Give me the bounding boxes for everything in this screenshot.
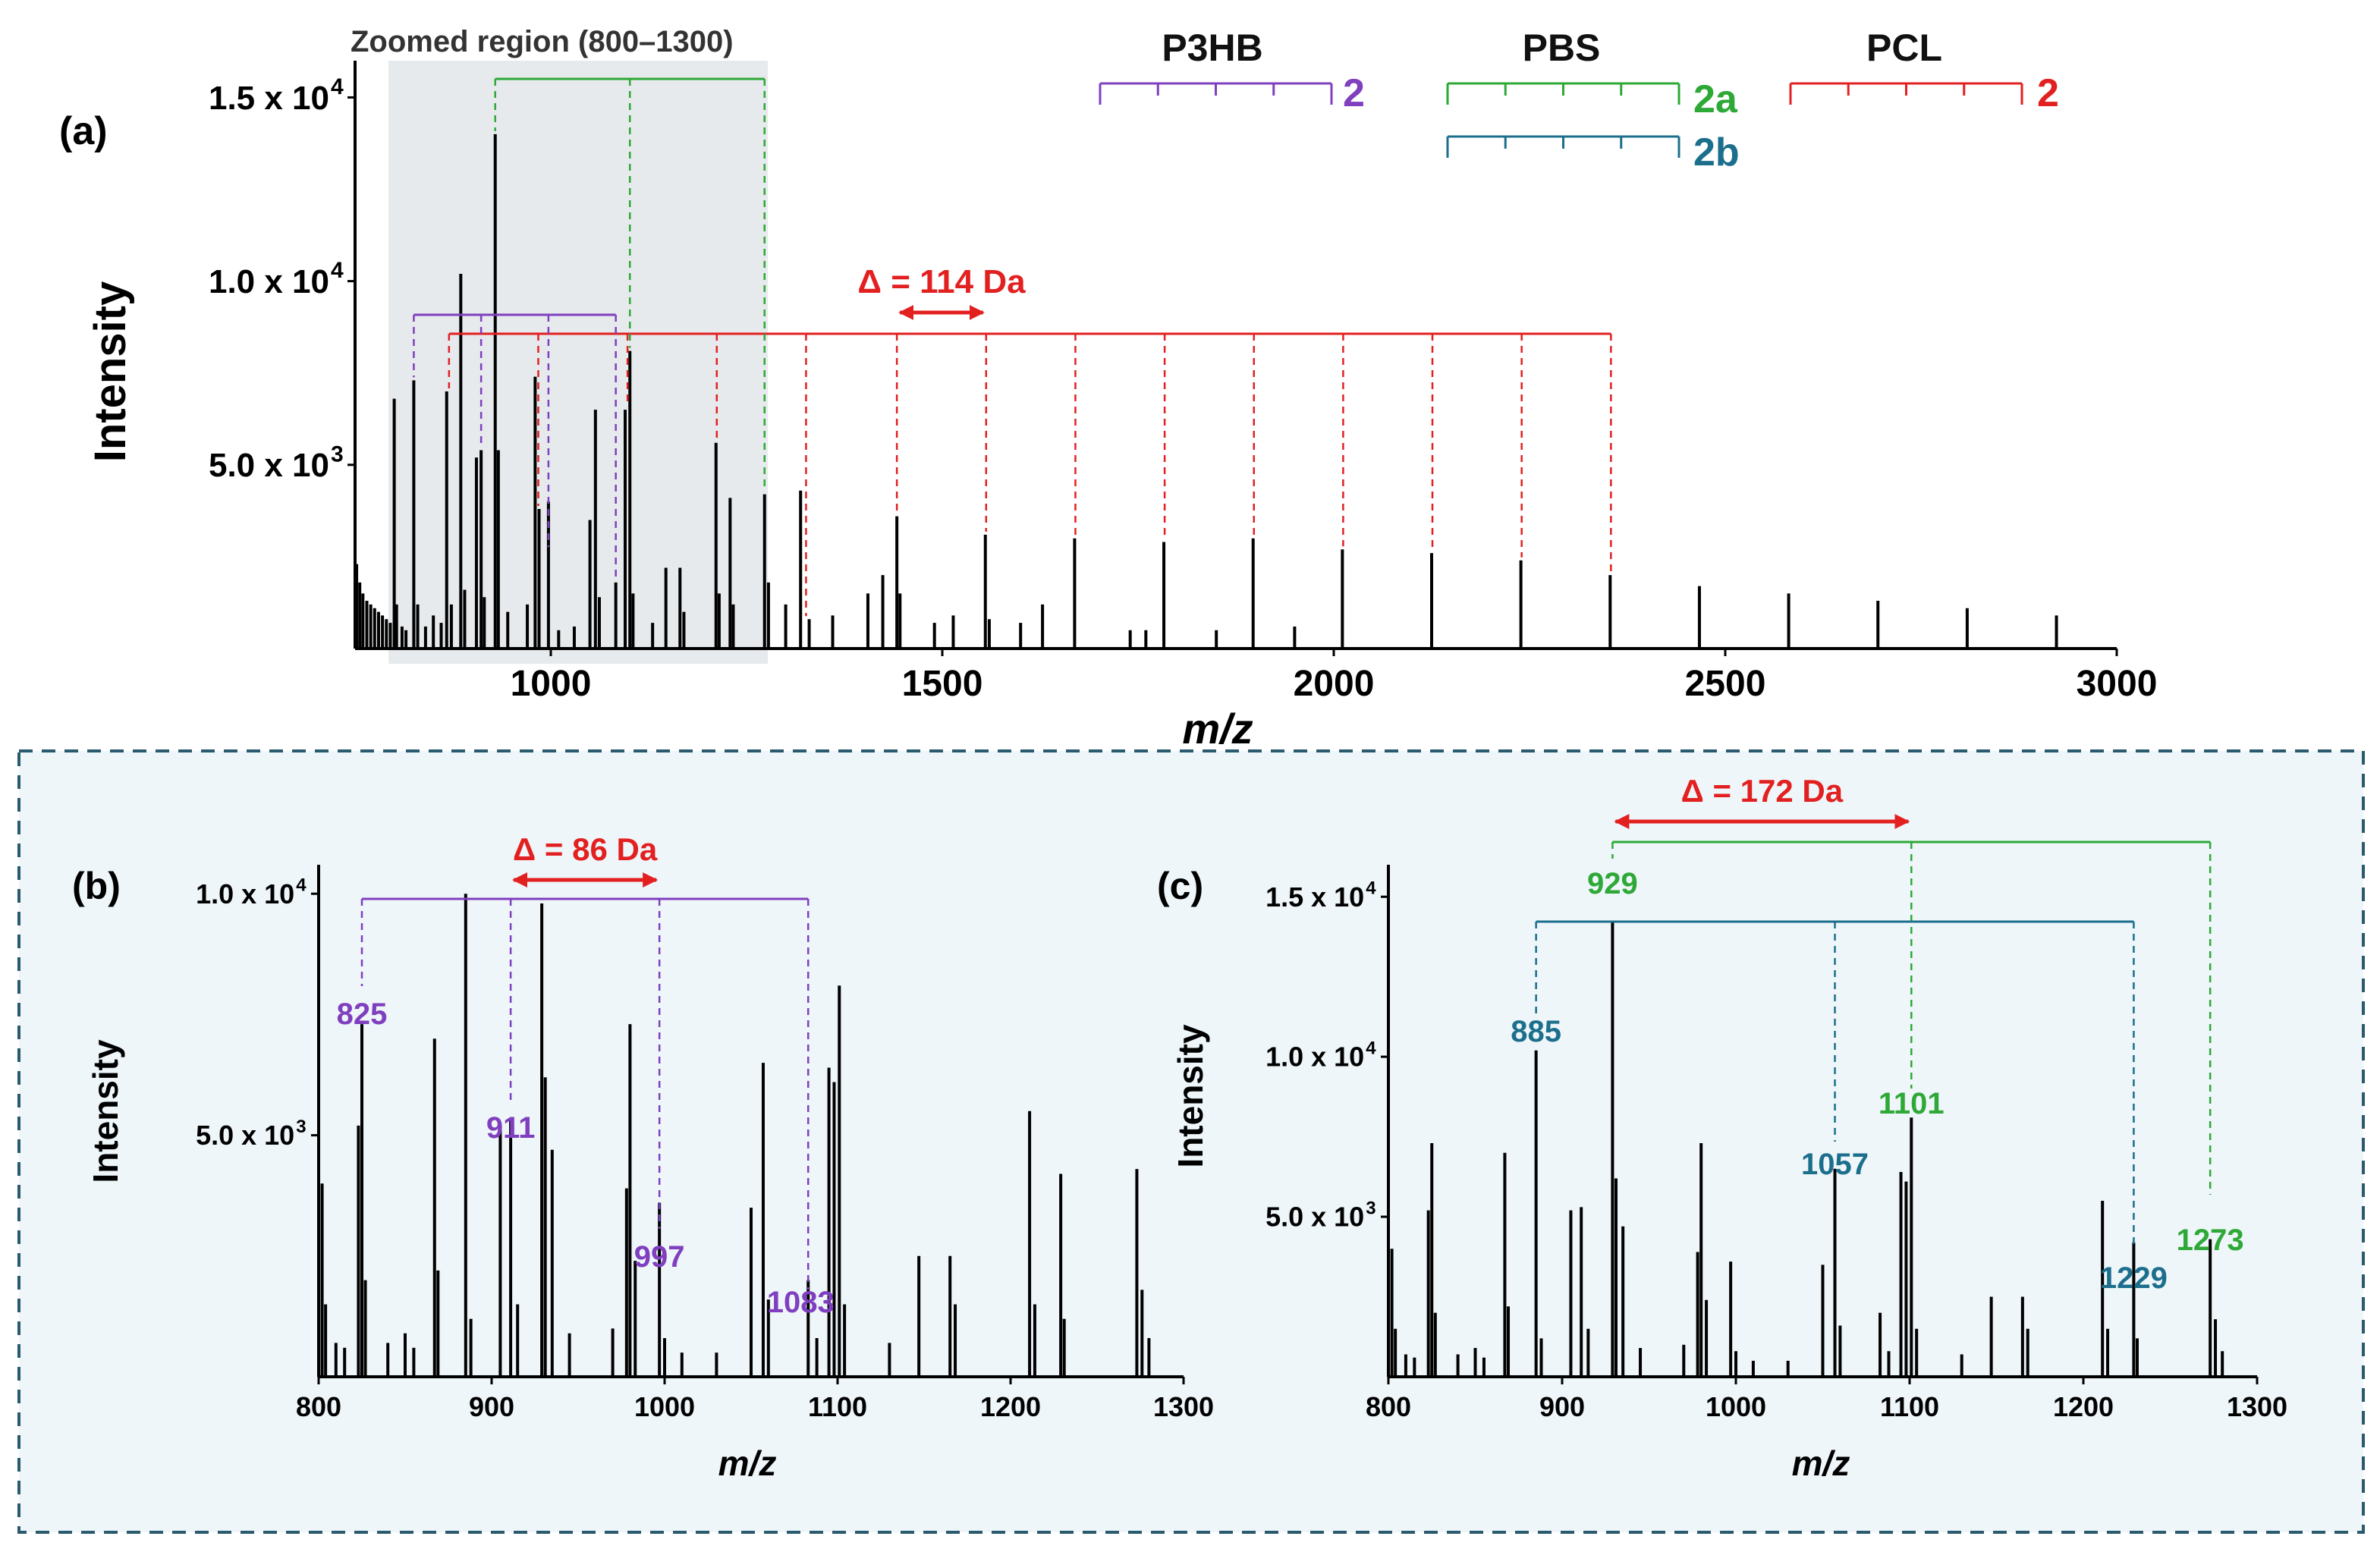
y-tick-exponent: 4 [296, 875, 307, 896]
annotation-885: 885 [1511, 1015, 1561, 1048]
x-tick-label: 2500 [1685, 664, 1766, 704]
y-tick-label: 1.5 x 10 [209, 80, 329, 117]
x-tick-label: 1300 [2227, 1391, 2287, 1422]
x-tick-label: 1100 [1880, 1391, 1939, 1422]
panel-c-x-label: m/z [1792, 1444, 1850, 1483]
panel-a-annotations: Δ = 114 Da [413, 77, 1612, 617]
panel-a-label: (a) [59, 109, 108, 153]
inset-box [17, 749, 2365, 1534]
y-tick-label: 1.0 x 10 [209, 263, 329, 300]
annotation-911: 911 [486, 1111, 536, 1145]
panel-b-x-label: m/z [718, 1444, 777, 1483]
legend-pbs-name: PBS [1523, 27, 1601, 69]
y-tick-label: 1.0 x 10 [1265, 1041, 1364, 1073]
x-tick-label: 900 [469, 1391, 514, 1422]
legend-pcl-name: PCL [1866, 27, 1942, 69]
x-tick-label: 1000 [1706, 1391, 1766, 1422]
legend: P3HB 2 PBS 2a 2b PCL 2 [1099, 27, 2059, 174]
panel-b-label: (b) [72, 865, 121, 907]
panel-c-y-label: Intensity [1171, 1024, 1210, 1168]
annotation-1057: 1057 [1801, 1148, 1869, 1181]
y-tick-exponent: 3 [296, 1117, 306, 1137]
y-tick-label: 1.5 x 10 [1265, 881, 1364, 913]
delta-label: Δ = 172 Da [1681, 773, 1844, 809]
panel-b-annotations: 825 911 997 1083 Δ = 86 Da [337, 831, 835, 1319]
delta-label: Δ = 86 Da [513, 831, 658, 867]
annotation-1083: 1083 [767, 1286, 835, 1319]
y-tick-exponent: 4 [1366, 1038, 1376, 1059]
panel-c-peaks [1387, 922, 2224, 1377]
panel-a-y-label: Intensity [86, 281, 135, 463]
zoomed-region-shade [388, 61, 768, 664]
panel-b-y-ticks: 5.0 x 10 3 1.0 x 10 4 [196, 875, 319, 1151]
y-tick-exponent: 4 [331, 74, 344, 99]
panel-c-y-ticks: 5.0 x 10 31.0 x 10 41.5 x 10 4 [1265, 878, 1388, 1233]
legend-p3hb-id: 2 [1343, 71, 1365, 115]
panel-c-x-ticks: 800 900 1000 1100 1200 1300 [1366, 1377, 2287, 1422]
x-tick-label: 900 [1539, 1391, 1585, 1422]
panel-c: (c) 929 1101 1273 885 1057 1229 Δ = 172 Da 800… [1157, 773, 2287, 1483]
panel-b-peaks [317, 894, 1151, 1377]
y-tick-label: 5.0 x 10 [209, 447, 329, 484]
zoomed-region-label: Zoomed region (800–1300) [351, 25, 734, 58]
y-tick-exponent: 3 [331, 441, 344, 467]
panel-b-y-label: Intensity [86, 1039, 125, 1183]
panel-b-x-ticks: 800 900 1000 1100 1200 1300 [296, 1377, 1214, 1422]
legend-p3hb-name: P3HB [1162, 27, 1262, 69]
panel-c-label: (c) [1157, 865, 1203, 907]
x-tick-label: 800 [296, 1391, 341, 1422]
panel-a-x-ticks: 1000 1500 2000 2500 3000 [511, 649, 2158, 704]
delta-label: Δ = 114 Da [857, 263, 1026, 300]
x-tick-label: 1200 [980, 1391, 1041, 1422]
x-tick-label: 1100 [808, 1391, 867, 1422]
panel-a-y-ticks: 5.0 x 10 31.0 x 10 41.5 x 10 4 [209, 74, 355, 484]
annotation-1273: 1273 [2177, 1224, 2244, 1257]
x-tick-label: 1000 [634, 1391, 695, 1422]
panel-a: Zoomed region (800–1300) (a) Δ = 114 Da … [59, 25, 2157, 752]
x-tick-label: 2000 [1294, 664, 1375, 704]
x-tick-label: 1000 [511, 664, 592, 704]
annotation-1229: 1229 [2100, 1261, 2168, 1295]
legend-pbs-id-b: 2b [1693, 130, 1740, 174]
annotation-825: 825 [337, 997, 388, 1031]
x-tick-label: 1300 [1153, 1391, 1214, 1422]
y-tick-label: 5.0 x 10 [1265, 1202, 1364, 1233]
panel-a-x-label: m/z [1182, 705, 1253, 752]
x-tick-label: 3000 [2077, 664, 2158, 704]
panel-c-annotations: 929 1101 1273 885 1057 1229 Δ = 172 Da [1511, 773, 2243, 1295]
y-tick-label: 5.0 x 10 [196, 1120, 294, 1151]
panel-b: (b) 825 911 997 1083 Δ = 86 Da 800 900 1000 110… [72, 831, 1214, 1483]
y-tick-exponent: 4 [1366, 878, 1376, 899]
annotation-929: 929 [1587, 867, 1638, 900]
y-tick-exponent: 3 [1366, 1198, 1375, 1218]
annotation-997: 997 [634, 1240, 685, 1274]
legend-pcl-id: 2 [2037, 71, 2059, 115]
x-tick-label: 1200 [2053, 1391, 2114, 1422]
legend-pbs-id-a: 2a [1693, 77, 1738, 121]
x-tick-label: 800 [1366, 1391, 1411, 1422]
annotation-1101: 1101 [1879, 1087, 1945, 1120]
x-tick-label: 1500 [902, 664, 983, 704]
y-tick-exponent: 4 [331, 258, 344, 283]
panel-a-peaks [355, 134, 2058, 649]
y-tick-label: 1.0 x 10 [196, 878, 294, 910]
